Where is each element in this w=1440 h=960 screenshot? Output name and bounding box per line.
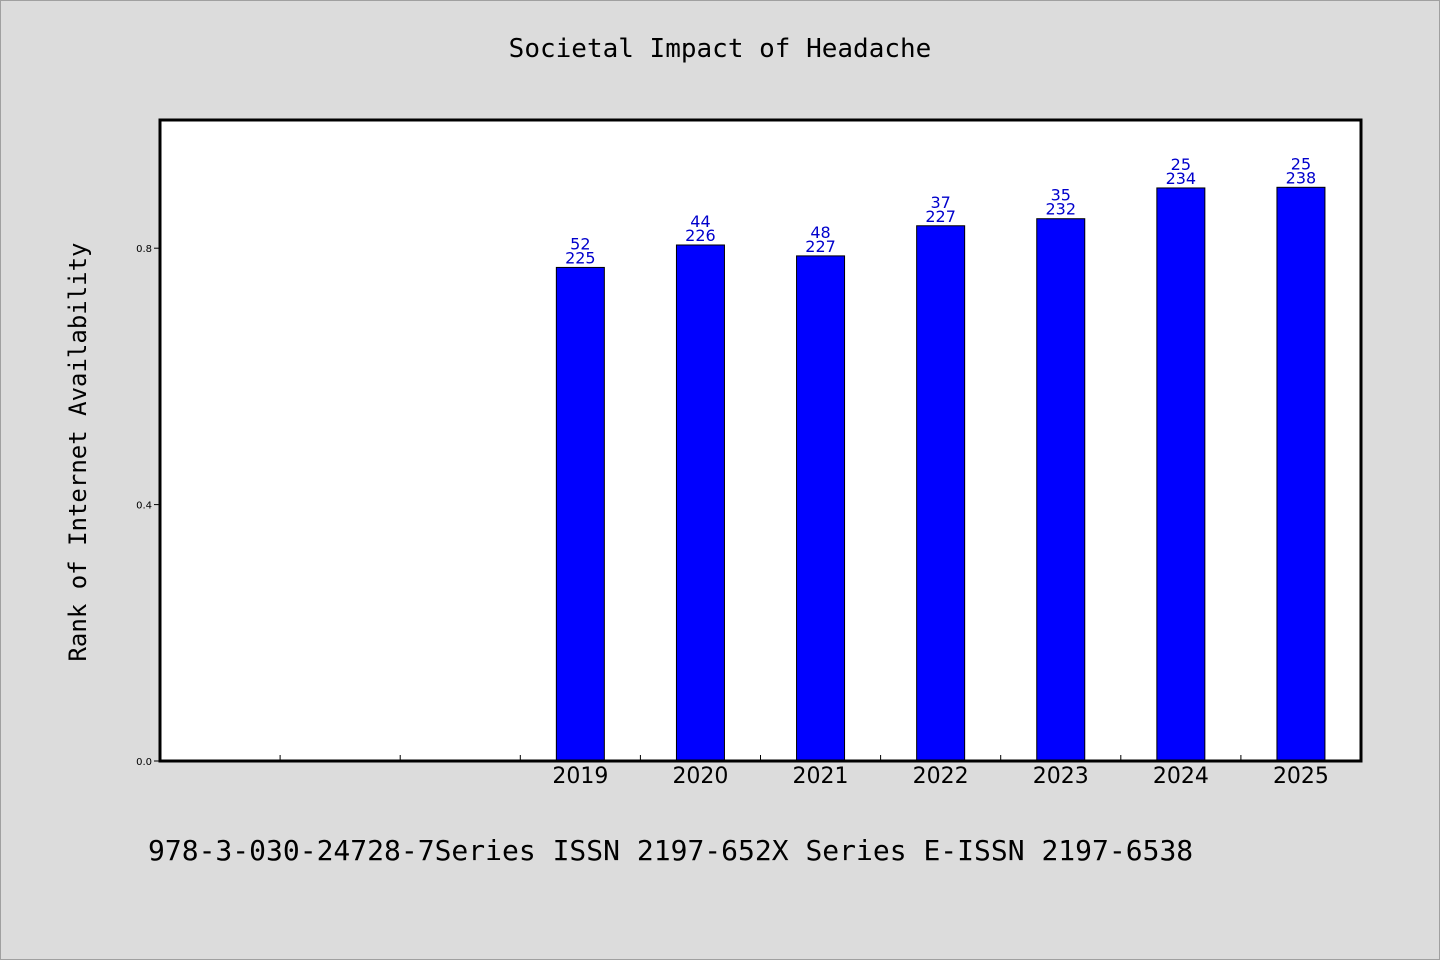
bar (1276, 186, 1326, 762)
x-tick-label: 2025 (1273, 764, 1329, 789)
y-tick-label: 0.0 (136, 757, 152, 768)
bar-data-label: 225 (565, 248, 596, 267)
bar (796, 255, 846, 762)
bar (1156, 187, 1206, 762)
bar-data-label: 232 (1045, 200, 1076, 219)
bar-data-label: 226 (685, 226, 716, 245)
bar (675, 244, 725, 762)
x-tick-label: 2023 (1033, 764, 1089, 789)
bar-data-label: 35 (1051, 186, 1071, 205)
bar-data-label: 238 (1286, 168, 1317, 187)
plot-border (158, 118, 1363, 763)
y-tick-label: 0.8 (136, 244, 152, 255)
x-tick-label: 2022 (913, 764, 969, 789)
chart-title: Societal Impact of Headache (508, 34, 932, 64)
x-tick-label: 2020 (672, 764, 728, 789)
bar-data-label: 227 (925, 207, 956, 226)
bar (555, 266, 605, 762)
y-tick-label: 0.4 (136, 501, 152, 512)
bar-data-label: 227 (805, 237, 836, 256)
bar-data-label: 48 (810, 223, 830, 242)
bar-data-label: 234 (1166, 169, 1197, 188)
bar (1036, 218, 1086, 762)
bar (916, 225, 966, 762)
bar-data-label: 44 (690, 212, 710, 231)
bar-data-label: 25 (1291, 154, 1311, 173)
x-tick-label: 2024 (1153, 764, 1209, 789)
bar-data-label: 25 (1171, 155, 1191, 174)
bar-data-label: 37 (930, 193, 950, 212)
bar-data-label: 52 (570, 234, 590, 253)
x-tick-label: 2021 (793, 764, 849, 789)
x-tick-label: 2019 (552, 764, 608, 789)
footer-text: 978-3-030-24728-7Series ISSN 2197-652X S… (148, 834, 1194, 867)
